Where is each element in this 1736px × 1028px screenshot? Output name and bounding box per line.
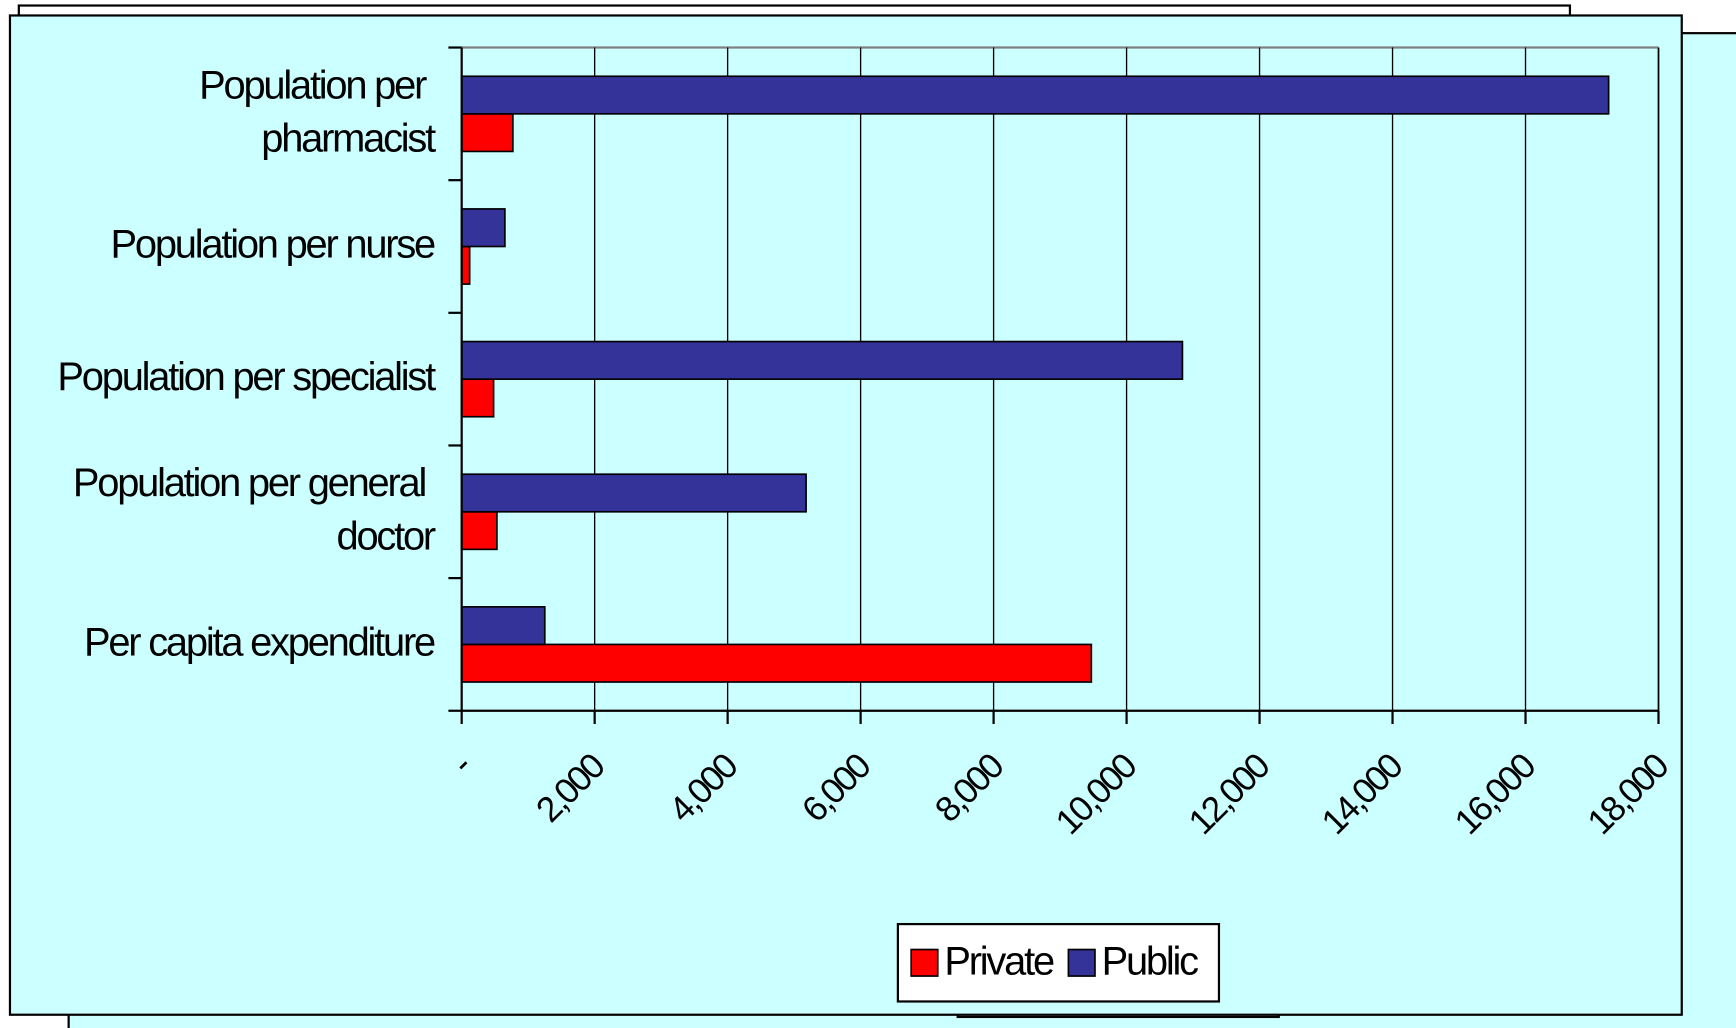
bar [460, 340, 1184, 380]
bar [460, 75, 1610, 115]
bar [460, 245, 471, 285]
y-tick-label: Population per general doctor [73, 461, 436, 558]
plot-area: -2,000 4,000 6,000 8,000 10,000 12,000 14,000 1… [57, 46, 1676, 842]
y-tick-label: Population per nurse [111, 222, 435, 266]
legend-swatch [1067, 948, 1096, 977]
legend-swatch [910, 948, 939, 977]
legend [896, 922, 1221, 1003]
chart-panel [8, 14, 1683, 1016]
legend-label: Public [1102, 939, 1199, 983]
y-tick-label: Population per specialist [57, 355, 436, 399]
bar [460, 606, 546, 646]
bar [460, 473, 807, 513]
y-tick-label: Per capita expenditure [84, 620, 435, 664]
bar [460, 378, 495, 418]
bar [460, 208, 506, 248]
bar [460, 113, 514, 153]
y-tick-label: Population per pharmacist [199, 63, 436, 160]
legend-label: Private [944, 939, 1054, 983]
bar [460, 510, 498, 551]
bar [460, 643, 1093, 683]
